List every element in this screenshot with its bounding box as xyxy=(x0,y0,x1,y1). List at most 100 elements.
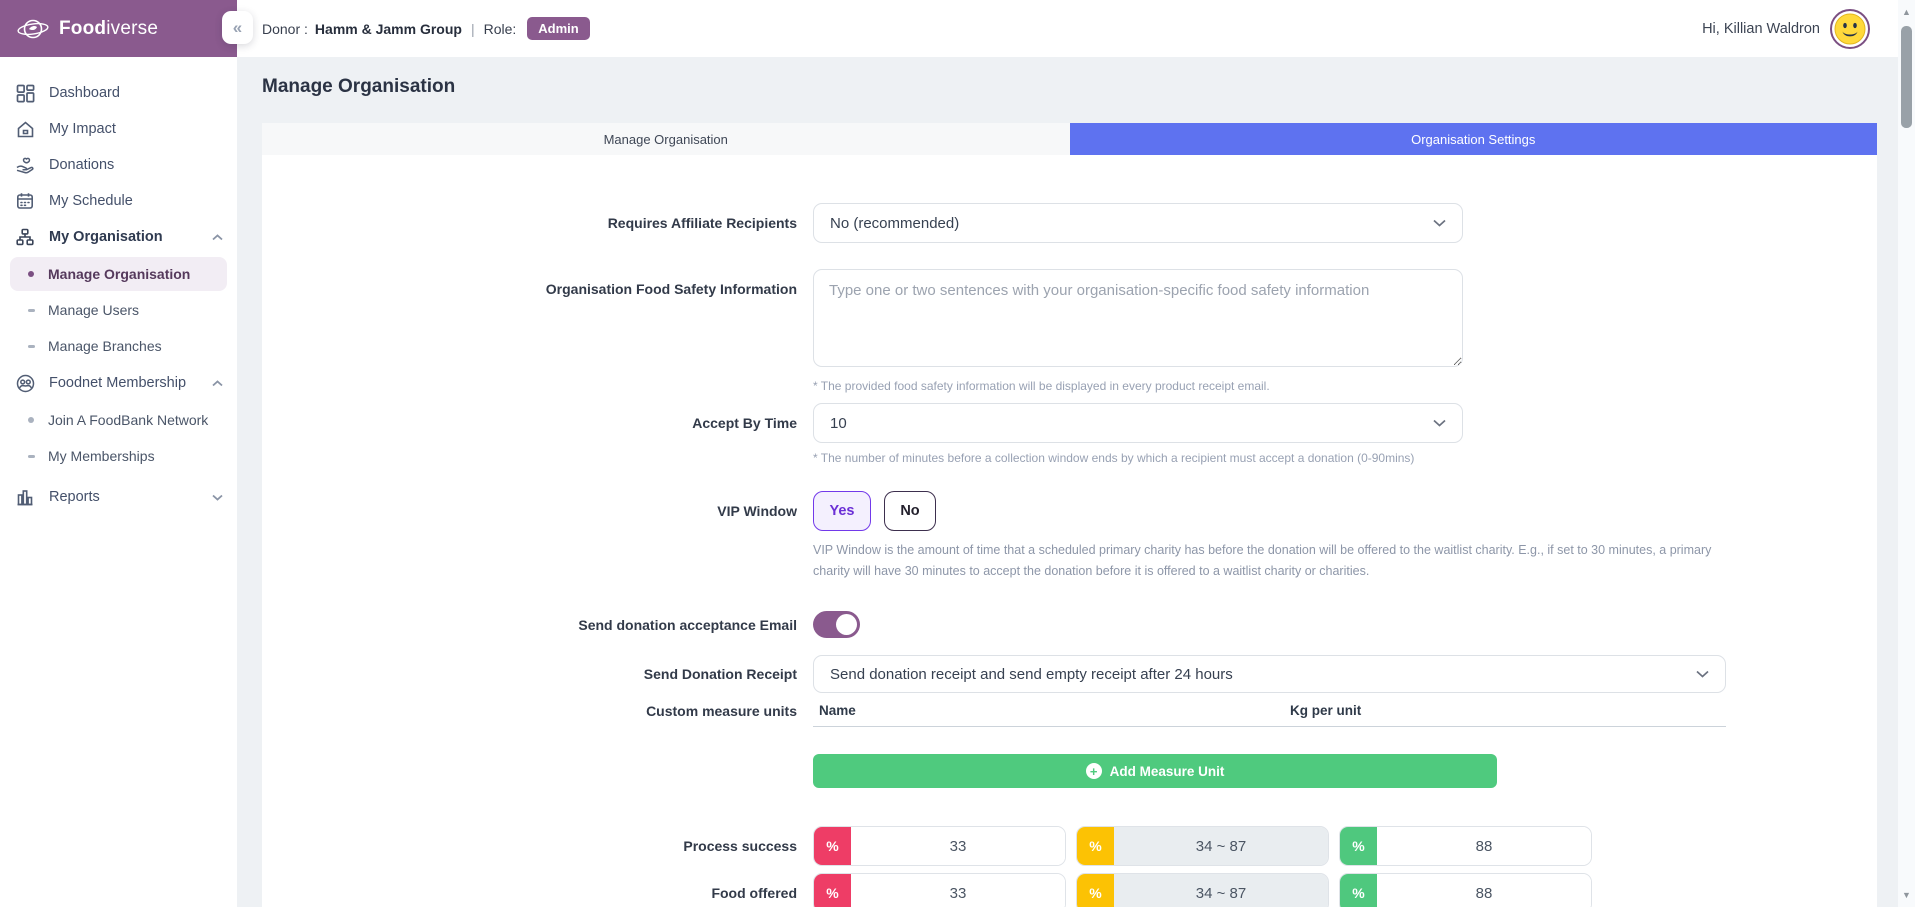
dashboard-icon xyxy=(15,83,35,103)
food-offered-mid-input[interactable] xyxy=(1114,874,1328,907)
bullet-icon xyxy=(28,308,35,312)
custom-units-label: Custom measure units xyxy=(646,703,797,720)
collapse-chevrons-icon: « xyxy=(232,17,243,37)
donation-hand-heart-icon xyxy=(15,155,35,175)
vip-window-no-button[interactable]: No xyxy=(884,491,936,531)
bullet-icon xyxy=(28,271,34,277)
process-success-label: Process success xyxy=(683,838,797,855)
food-offered-high-input[interactable] xyxy=(1377,874,1591,907)
accept-by-time-label: Accept By Time xyxy=(692,415,797,431)
food-offered-low-input[interactable] xyxy=(851,874,1065,907)
donor-name: Hamm & Jamm Group xyxy=(314,20,462,37)
requires-affiliate-label: Requires Affiliate Recipients xyxy=(607,215,797,231)
brand-name: Foodiverse xyxy=(59,17,159,39)
main-content: Manage Organisation Manage Organisation … xyxy=(237,57,1898,907)
donation-receipt-label: Send Donation Receipt xyxy=(643,666,797,683)
food-safety-textarea[interactable] xyxy=(813,269,1463,367)
accept-by-time-select[interactable]: 10 xyxy=(813,403,1463,443)
vip-window-label: VIP Window xyxy=(717,503,797,519)
sidebar-item-my-impact[interactable]: My Impact xyxy=(0,111,237,147)
percent-badge-pink: % xyxy=(814,874,851,907)
page-title: Manage Organisation xyxy=(262,76,456,97)
sidebar-item-reports[interactable]: Reports xyxy=(0,479,237,515)
sidebar: Foodiverse Dashboard My Impact xyxy=(0,0,237,907)
chevron-down-icon xyxy=(1433,219,1446,227)
chevron-down-icon xyxy=(212,494,223,501)
user-greeting: Hi, Killian Waldron xyxy=(1702,20,1820,37)
sidebar-item-my-schedule[interactable]: My Schedule xyxy=(0,183,237,219)
sidebar-item-donations[interactable]: Donations xyxy=(0,147,237,183)
donor-label: Donor : xyxy=(262,20,308,37)
chevron-down-icon xyxy=(1433,419,1446,427)
requires-affiliate-select[interactable]: No (recommended) xyxy=(813,203,1463,243)
sidebar-subitem-manage-organisation[interactable]: Manage Organisation xyxy=(10,257,227,291)
sidebar-nav: Dashboard My Impact Donations xyxy=(0,57,237,515)
food-offered-high-group: % xyxy=(1339,873,1592,907)
scrollbar-up-arrow-icon[interactable]: ▲ xyxy=(1902,7,1911,17)
planet-logo-icon xyxy=(16,16,50,42)
chevron-down-icon xyxy=(1696,670,1709,678)
tab-organisation-settings[interactable]: Organisation Settings xyxy=(1069,123,1877,155)
acceptance-email-toggle[interactable] xyxy=(813,611,860,639)
percent-badge-green: % xyxy=(1340,827,1377,866)
sidebar-subitem-manage-users[interactable]: Manage Users xyxy=(10,293,227,327)
process-success-low-input[interactable] xyxy=(851,827,1065,866)
sidebar-collapse-button[interactable]: « xyxy=(222,11,253,44)
divider: | xyxy=(470,20,475,37)
sidebar-subitem-manage-branches[interactable]: Manage Branches xyxy=(10,329,227,363)
food-offered-mid-group: % xyxy=(1076,873,1329,907)
tab-bar: Manage Organisation Organisation Setting… xyxy=(262,123,1877,155)
bar-chart-icon xyxy=(15,487,35,507)
food-safety-label: Organisation Food Safety Information xyxy=(545,281,797,297)
settings-panel: Requires Affiliate Recipients No (recomm… xyxy=(262,155,1877,907)
donor-info: Donor : Hamm & Jamm Group | Role: Admin xyxy=(262,17,590,40)
sidebar-logo[interactable]: Foodiverse xyxy=(0,0,237,57)
tab-manage-organisation[interactable]: Manage Organisation xyxy=(262,123,1070,155)
sidebar-subitem-my-memberships[interactable]: My Memberships xyxy=(10,439,227,473)
food-offered-label: Food offered xyxy=(711,885,797,902)
membership-people-icon xyxy=(15,373,35,393)
units-col-kg: Kg per unit xyxy=(1290,703,1362,719)
percent-badge-yellow: % xyxy=(1077,874,1114,907)
acceptance-email-label: Send donation acceptance Email xyxy=(578,616,797,633)
calendar-icon xyxy=(15,191,35,211)
food-offered-low-group: % xyxy=(813,873,1066,907)
units-col-name: Name xyxy=(819,703,856,719)
toggle-knob xyxy=(836,614,857,636)
role-label: Role: xyxy=(483,20,517,37)
scrollbar-down-arrow-icon[interactable]: ▼ xyxy=(1902,890,1911,900)
process-success-low-group: % xyxy=(813,826,1066,867)
food-safety-helper: * The provided food safety information w… xyxy=(813,379,1270,393)
vip-window-yes-button[interactable]: Yes xyxy=(813,491,871,531)
custom-units-header: Name Kg per unit xyxy=(813,703,1726,728)
process-success-high-input[interactable] xyxy=(1377,827,1591,866)
sidebar-item-my-organisation[interactable]: My Organisation xyxy=(0,219,237,255)
bullet-icon xyxy=(28,454,35,458)
add-measure-unit-button[interactable]: + Add Measure Unit xyxy=(813,754,1497,789)
vip-window-description: VIP Window is the amount of time that a … xyxy=(813,543,1712,578)
chevron-up-icon xyxy=(212,379,223,387)
accept-by-time-helper: * The number of minutes before a collect… xyxy=(813,451,1415,465)
user-area: Hi, Killian Waldron xyxy=(1702,8,1870,49)
scrollbar-thumb[interactable] xyxy=(1901,26,1912,128)
sidebar-subitem-join-foodbank-network[interactable]: Join A FoodBank Network xyxy=(10,403,227,437)
chevron-up-icon xyxy=(212,233,223,241)
window-scrollbar[interactable]: ▲ ▼ xyxy=(1898,0,1915,907)
bullet-icon xyxy=(28,344,35,348)
percent-badge-yellow: % xyxy=(1077,827,1114,866)
smiley-face-icon xyxy=(1834,13,1866,44)
house-icon xyxy=(15,119,35,139)
sidebar-item-foodnet-membership[interactable]: Foodnet Membership xyxy=(0,365,237,401)
role-badge[interactable]: Admin xyxy=(527,17,590,40)
plus-icon: + xyxy=(1085,763,1102,780)
sidebar-item-dashboard[interactable]: Dashboard xyxy=(0,75,237,111)
process-success-mid-group: % xyxy=(1076,826,1329,867)
process-success-mid-input[interactable] xyxy=(1114,827,1328,866)
percent-badge-pink: % xyxy=(814,827,851,866)
user-avatar[interactable] xyxy=(1830,8,1870,49)
topbar: Donor : Hamm & Jamm Group | Role: Admin … xyxy=(237,0,1898,57)
org-chart-icon xyxy=(15,227,35,247)
bullet-icon xyxy=(28,417,34,423)
percent-badge-green: % xyxy=(1340,874,1377,907)
donation-receipt-select[interactable]: Send donation receipt and send empty rec… xyxy=(813,655,1726,694)
